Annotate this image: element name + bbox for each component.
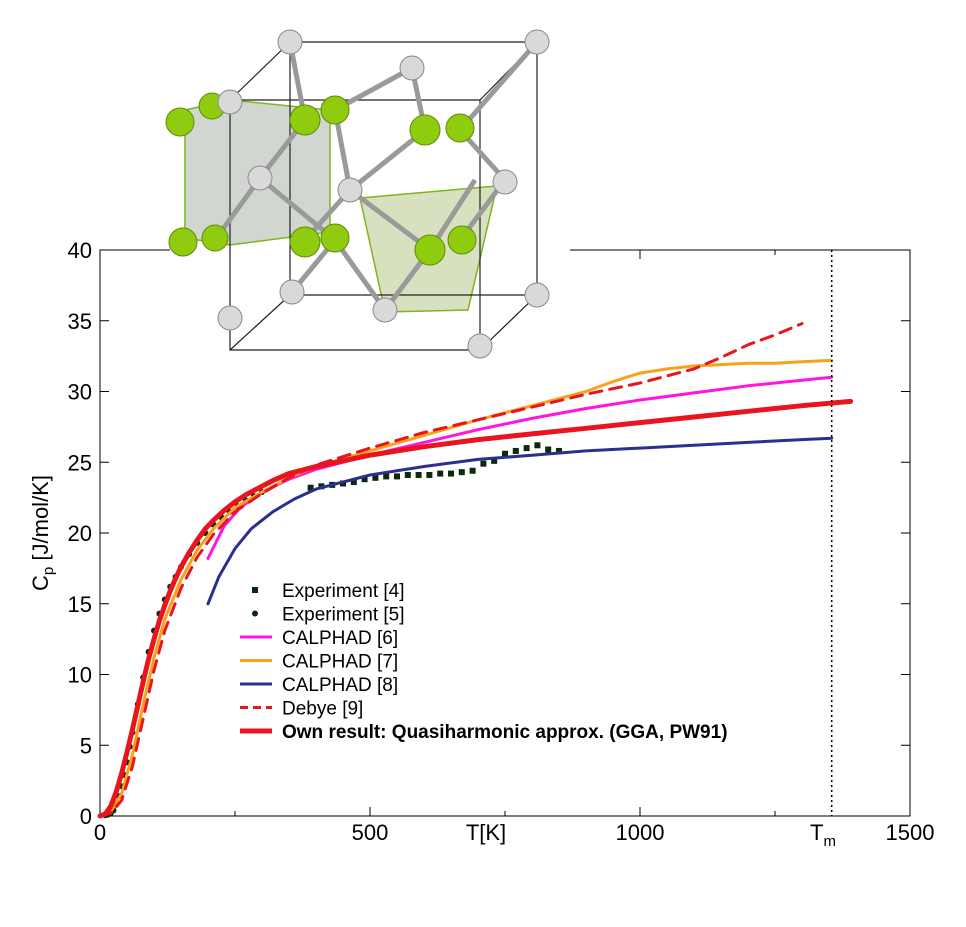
legend-label: Debye [9]	[282, 699, 363, 720]
data-point	[350, 479, 357, 486]
x-tick-label: 500	[352, 820, 389, 845]
y-tick-label: 35	[68, 309, 92, 334]
series-6	[97, 398, 854, 819]
tm-tick-label: Tm	[810, 820, 836, 850]
x-tick-label: 1000	[616, 820, 665, 845]
legend-label: Experiment [5]	[282, 605, 405, 626]
data-point	[383, 473, 390, 480]
legend-item: Experiment [5]	[252, 605, 405, 626]
data-point	[448, 470, 454, 477]
y-tick-label: 10	[68, 663, 92, 688]
y-axis-label: Cp [J/mol/K]	[28, 475, 57, 591]
y-axis-label-main: C	[28, 575, 53, 591]
series-line	[206, 436, 834, 606]
data-point	[458, 469, 465, 476]
series-4	[206, 436, 834, 606]
x-tick-label: 1500	[886, 820, 935, 845]
legend-item: Experiment [4]	[252, 581, 405, 602]
crystal-structure-illustration	[165, 29, 570, 359]
y-axis-label-unit: [J/mol/K]	[28, 475, 53, 567]
y-tick-label: 5	[80, 733, 92, 758]
data-point	[437, 470, 444, 477]
data-point	[502, 450, 508, 457]
y-tick-label: 25	[68, 450, 92, 475]
data-point	[491, 457, 498, 464]
legend: Experiment [4] Experiment [5]CALPHAD [6] C…	[240, 581, 728, 743]
y-axis-label-sub: p	[40, 567, 57, 575]
data-point	[361, 476, 368, 483]
legend-item: CALPHAD [7]	[240, 652, 398, 673]
y-tick-label: 0	[80, 804, 92, 829]
data-point	[426, 471, 433, 478]
series-1	[102, 488, 265, 819]
y-tick-label: 20	[68, 521, 92, 546]
data-point	[415, 471, 422, 478]
series-3	[98, 358, 834, 818]
x-axis-label: T[K]	[466, 820, 506, 845]
data-point	[404, 471, 411, 478]
legend-label: Own result: Quasiharmonic approx. (GGA, …	[282, 722, 728, 743]
y-tick-label: 40	[68, 238, 92, 263]
series-line	[98, 358, 834, 818]
tm-label-sub: m	[823, 833, 836, 850]
legend-label: CALPHAD [8]	[282, 675, 398, 696]
data-point	[523, 445, 530, 452]
legend-item: CALPHAD [8]	[240, 675, 398, 696]
data-point	[534, 442, 541, 449]
legend-label: CALPHAD [7]	[282, 652, 398, 673]
data-point	[469, 467, 476, 474]
data-point	[512, 447, 519, 454]
data-point	[307, 484, 314, 491]
axis-ticks: 0 500 1000 1500 0 5 10 15 20 25 30 35 40	[68, 238, 935, 845]
legend-item: CALPHAD [6]	[240, 628, 398, 649]
data-point	[545, 446, 552, 453]
series-line	[97, 398, 854, 819]
legend-label: Experiment [4]	[282, 581, 405, 602]
svg-text:Cp [J/mol/K]: Cp [J/mol/K]	[28, 475, 57, 591]
legend-item: Debye [9]	[240, 699, 363, 720]
y-tick-label: 30	[68, 380, 92, 405]
data-point	[556, 447, 562, 454]
x-tick-label: 0	[94, 820, 106, 845]
legend-label: CALPHAD [6]	[282, 628, 398, 649]
y-tick-label: 15	[68, 592, 92, 617]
data-point	[480, 460, 487, 467]
tm-label-main: T	[810, 820, 823, 845]
legend-item: Own result: Quasiharmonic approx. (GGA, …	[240, 722, 728, 743]
legend-marker	[252, 587, 258, 593]
series-layer	[97, 322, 854, 819]
data-point	[394, 473, 400, 480]
data-point	[372, 474, 379, 481]
legend-marker	[252, 610, 258, 617]
